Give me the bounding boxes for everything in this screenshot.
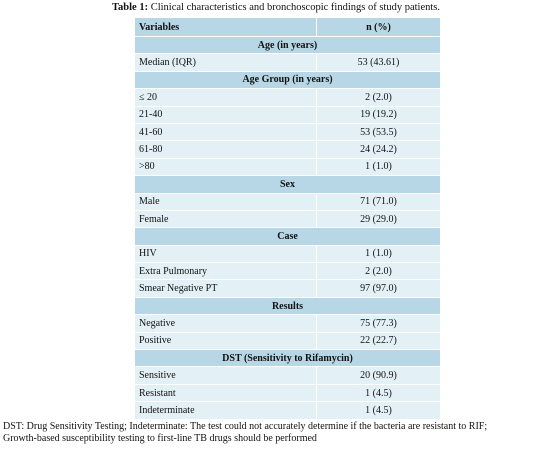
footnote-line: Growth-based susceptibility testing to f… — [3, 433, 317, 444]
data-row: 61-80 24 (24.2) — [134, 140, 441, 159]
variable-cell: Median (IQR) — [134, 53, 317, 72]
value-cell: 29 (29.0) — [316, 209, 441, 229]
value-cell: 24 (24.2) — [316, 140, 441, 159]
variable-cell: 61-80 — [134, 140, 317, 159]
value-cell: 20 (90.9) — [316, 366, 441, 385]
variable-cell: Male — [134, 192, 317, 211]
value-cell: 22 (22.7) — [316, 331, 441, 351]
variable-cell: HIV — [134, 244, 317, 264]
value-cell: 19 (19.2) — [316, 105, 441, 124]
variable-cell: Resistant — [134, 383, 317, 403]
section-row: Age (in years) — [134, 35, 441, 55]
header-cell: n (%) — [316, 17, 441, 37]
data-row: Positive 22 (22.7) — [134, 331, 441, 351]
value-cell: 97 (97.0) — [316, 279, 441, 298]
section-row: DST (Sensitivity to Rifamycin) — [134, 349, 441, 368]
table: Variables n (%) Age (in years) Median (IQR)… — [134, 17, 441, 420]
variable-cell: Negative — [134, 314, 317, 333]
data-row: Smear Negative PT 97 (97.0) — [134, 279, 441, 298]
caption-label: Table 1: — [112, 2, 149, 13]
section-title: Age (in years) — [134, 35, 441, 55]
value-cell: 75 (77.3) — [316, 314, 441, 333]
variable-cell: Female — [134, 209, 317, 229]
variable-cell: Extra Pulmonary — [134, 262, 317, 281]
data-row: Male 71 (71.0) — [134, 192, 441, 211]
data-row: Resistant 1 (4.5) — [134, 383, 441, 403]
section-title: Case — [134, 227, 441, 246]
data-row: 21-40 19 (19.2) — [134, 105, 441, 124]
variable-cell: Sensitive — [134, 366, 317, 385]
data-row: Extra Pulmonary 2 (2.0) — [134, 262, 441, 281]
data-row: 41-60 53 (53.5) — [134, 122, 441, 142]
value-cell: 2 (2.0) — [316, 262, 441, 281]
value-cell: 1 (4.5) — [316, 383, 441, 403]
header-cell: Variables — [134, 17, 317, 37]
footnote: DST: Drug Sensitivity Testing; Indetermi… — [3, 421, 552, 445]
data-row: Indeterminate 1 (4.5) — [134, 401, 441, 420]
variable-cell: ≤ 20 — [134, 88, 317, 107]
caption-text: Clinical characteristics and bronchoscop… — [150, 2, 440, 13]
value-cell: 1 (4.5) — [316, 401, 441, 420]
section-title: DST (Sensitivity to Rifamycin) — [134, 349, 441, 368]
section-title: Sex — [134, 175, 441, 194]
section-row: Case — [134, 227, 441, 246]
value-cell: 1 (1.0) — [316, 244, 441, 264]
section-row: Age Group (in years) — [134, 70, 441, 90]
section-row: Results — [134, 296, 441, 316]
variable-cell: Positive — [134, 331, 317, 351]
variable-cell: 21-40 — [134, 105, 317, 124]
variable-cell: 41-60 — [134, 122, 317, 142]
data-row: >80 1 (1.0) — [134, 157, 441, 177]
variable-cell: >80 — [134, 157, 317, 177]
value-cell: 53 (53.5) — [316, 122, 441, 142]
value-cell: 71 (71.0) — [316, 192, 441, 211]
data-row: ≤ 20 2 (2.0) — [134, 88, 441, 107]
variable-cell: Smear Negative PT — [134, 279, 317, 298]
data-row: Median (IQR) 53 (43.61) — [134, 53, 441, 72]
value-cell: 1 (1.0) — [316, 157, 441, 177]
section-title: Results — [134, 296, 441, 316]
data-row: Negative 75 (77.3) — [134, 314, 441, 333]
section-title: Age Group (in years) — [134, 70, 441, 90]
variable-cell: Indeterminate — [134, 401, 317, 420]
data-row: Sensitive 20 (90.9) — [134, 366, 441, 385]
data-row: HIV 1 (1.0) — [134, 244, 441, 264]
value-cell: 53 (43.61) — [316, 53, 441, 72]
footnote-line: DST: Drug Sensitivity Testing; Indetermi… — [3, 421, 488, 432]
caption: Table 1: Clinical characteristics and br… — [0, 2, 552, 13]
value-cell: 2 (2.0) — [316, 88, 441, 107]
header-row: Variables n (%) — [134, 17, 441, 37]
section-row: Sex — [134, 175, 441, 194]
data-row: Female 29 (29.0) — [134, 209, 441, 229]
